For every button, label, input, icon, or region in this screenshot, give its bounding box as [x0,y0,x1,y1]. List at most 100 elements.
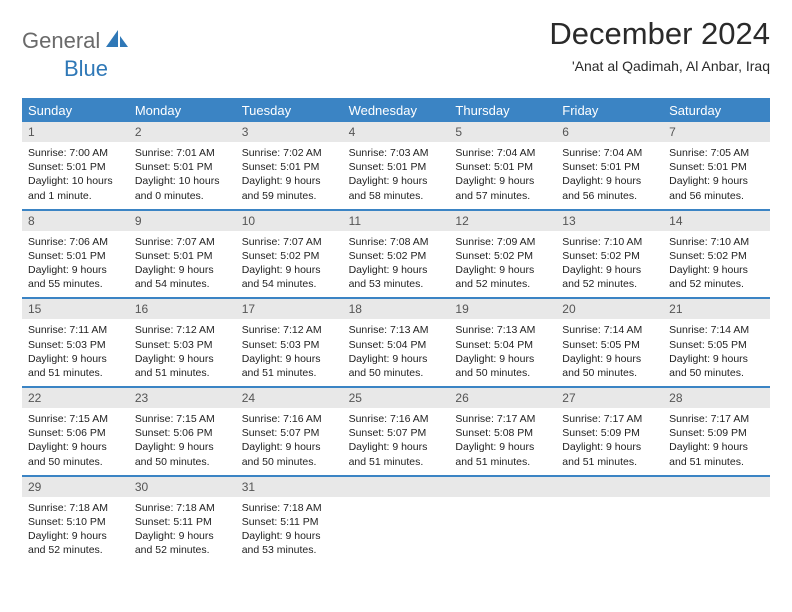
weekday-wed: Wednesday [343,98,450,122]
day-line-d1: Daylight: 9 hours [135,352,230,366]
day-line-d2: and 51 minutes. [455,455,550,469]
day-line-ss: Sunset: 5:07 PM [349,426,444,440]
day-line-sr: Sunrise: 7:04 AM [562,146,657,160]
day-body: Sunrise: 7:09 AMSunset: 5:02 PMDaylight:… [449,231,556,298]
day-body: Sunrise: 7:12 AMSunset: 5:03 PMDaylight:… [129,319,236,386]
day-line-ss: Sunset: 5:06 PM [28,426,123,440]
day-cell: 5Sunrise: 7:04 AMSunset: 5:01 PMDaylight… [449,122,556,209]
day-body: Sunrise: 7:12 AMSunset: 5:03 PMDaylight:… [236,319,343,386]
day-cell: 7Sunrise: 7:05 AMSunset: 5:01 PMDaylight… [663,122,770,209]
brand-text-general: General [22,28,100,54]
day-body: Sunrise: 7:08 AMSunset: 5:02 PMDaylight:… [343,231,450,298]
day-number: 5 [449,122,556,142]
day-line-ss: Sunset: 5:08 PM [455,426,550,440]
day-line-ss: Sunset: 5:09 PM [669,426,764,440]
day-line-d1: Daylight: 9 hours [455,440,550,454]
day-line-sr: Sunrise: 7:16 AM [349,412,444,426]
day-line-sr: Sunrise: 7:13 AM [455,323,550,337]
day-line-d2: and 52 minutes. [562,277,657,291]
day-number [556,477,663,497]
day-line-d1: Daylight: 9 hours [28,440,123,454]
day-body: Sunrise: 7:03 AMSunset: 5:01 PMDaylight:… [343,142,450,209]
day-cell: 13Sunrise: 7:10 AMSunset: 5:02 PMDayligh… [556,211,663,298]
day-line-d2: and 53 minutes. [349,277,444,291]
day-line-d1: Daylight: 9 hours [349,440,444,454]
day-body: Sunrise: 7:18 AMSunset: 5:11 PMDaylight:… [236,497,343,564]
day-number: 16 [129,299,236,319]
day-line-d1: Daylight: 9 hours [455,263,550,277]
day-line-sr: Sunrise: 7:13 AM [349,323,444,337]
day-line-sr: Sunrise: 7:14 AM [562,323,657,337]
calendar-week: 22Sunrise: 7:15 AMSunset: 5:06 PMDayligh… [22,388,770,477]
day-body: Sunrise: 7:10 AMSunset: 5:02 PMDaylight:… [556,231,663,298]
day-line-d2: and 52 minutes. [28,543,123,557]
day-cell [343,477,450,564]
day-line-d1: Daylight: 9 hours [28,352,123,366]
day-body: Sunrise: 7:13 AMSunset: 5:04 PMDaylight:… [449,319,556,386]
day-number: 15 [22,299,129,319]
day-cell: 3Sunrise: 7:02 AMSunset: 5:01 PMDaylight… [236,122,343,209]
day-number: 17 [236,299,343,319]
day-line-sr: Sunrise: 7:06 AM [28,235,123,249]
day-line-sr: Sunrise: 7:16 AM [242,412,337,426]
day-line-sr: Sunrise: 7:14 AM [669,323,764,337]
day-line-d2: and 52 minutes. [135,543,230,557]
month-title: December 2024 [549,16,770,52]
day-number: 19 [449,299,556,319]
day-number: 1 [22,122,129,142]
day-line-d1: Daylight: 9 hours [349,263,444,277]
day-line-ss: Sunset: 5:02 PM [455,249,550,263]
day-number: 8 [22,211,129,231]
day-line-ss: Sunset: 5:02 PM [669,249,764,263]
day-body: Sunrise: 7:00 AMSunset: 5:01 PMDaylight:… [22,142,129,209]
day-line-d1: Daylight: 9 hours [562,440,657,454]
day-line-sr: Sunrise: 7:01 AM [135,146,230,160]
day-body: Sunrise: 7:14 AMSunset: 5:05 PMDaylight:… [663,319,770,386]
day-line-d2: and 51 minutes. [135,366,230,380]
day-body: Sunrise: 7:15 AMSunset: 5:06 PMDaylight:… [129,408,236,475]
day-cell: 28Sunrise: 7:17 AMSunset: 5:09 PMDayligh… [663,388,770,475]
day-line-d2: and 51 minutes. [349,455,444,469]
day-cell: 10Sunrise: 7:07 AMSunset: 5:02 PMDayligh… [236,211,343,298]
day-line-d1: Daylight: 9 hours [669,352,764,366]
day-line-d2: and 50 minutes. [349,366,444,380]
day-line-sr: Sunrise: 7:15 AM [135,412,230,426]
day-cell: 6Sunrise: 7:04 AMSunset: 5:01 PMDaylight… [556,122,663,209]
day-body: Sunrise: 7:04 AMSunset: 5:01 PMDaylight:… [556,142,663,209]
day-line-ss: Sunset: 5:01 PM [562,160,657,174]
day-number: 20 [556,299,663,319]
weekday-mon: Monday [129,98,236,122]
day-line-d2: and 0 minutes. [135,189,230,203]
day-line-d2: and 51 minutes. [562,455,657,469]
day-cell: 24Sunrise: 7:16 AMSunset: 5:07 PMDayligh… [236,388,343,475]
day-body: Sunrise: 7:07 AMSunset: 5:01 PMDaylight:… [129,231,236,298]
calendar-week: 8Sunrise: 7:06 AMSunset: 5:01 PMDaylight… [22,211,770,300]
weekday-header-row: Sunday Monday Tuesday Wednesday Thursday… [22,98,770,122]
day-body: Sunrise: 7:02 AMSunset: 5:01 PMDaylight:… [236,142,343,209]
day-cell: 19Sunrise: 7:13 AMSunset: 5:04 PMDayligh… [449,299,556,386]
day-cell [663,477,770,564]
weekday-sun: Sunday [22,98,129,122]
day-body: Sunrise: 7:04 AMSunset: 5:01 PMDaylight:… [449,142,556,209]
day-line-ss: Sunset: 5:02 PM [562,249,657,263]
day-line-ss: Sunset: 5:01 PM [135,160,230,174]
day-line-d2: and 1 minute. [28,189,123,203]
weeks-container: 1Sunrise: 7:00 AMSunset: 5:01 PMDaylight… [22,122,770,563]
day-line-d2: and 50 minutes. [28,455,123,469]
day-line-d2: and 52 minutes. [455,277,550,291]
day-line-d2: and 58 minutes. [349,189,444,203]
day-line-d2: and 56 minutes. [669,189,764,203]
calendar-week: 15Sunrise: 7:11 AMSunset: 5:03 PMDayligh… [22,299,770,388]
day-line-sr: Sunrise: 7:12 AM [135,323,230,337]
day-number: 2 [129,122,236,142]
day-cell: 15Sunrise: 7:11 AMSunset: 5:03 PMDayligh… [22,299,129,386]
weekday-thu: Thursday [449,98,556,122]
day-line-ss: Sunset: 5:10 PM [28,515,123,529]
day-line-ss: Sunset: 5:02 PM [242,249,337,263]
day-line-d1: Daylight: 9 hours [349,174,444,188]
brand-logo: General [22,16,130,54]
day-body: Sunrise: 7:06 AMSunset: 5:01 PMDaylight:… [22,231,129,298]
day-cell [556,477,663,564]
day-line-sr: Sunrise: 7:18 AM [135,501,230,515]
day-cell: 14Sunrise: 7:10 AMSunset: 5:02 PMDayligh… [663,211,770,298]
